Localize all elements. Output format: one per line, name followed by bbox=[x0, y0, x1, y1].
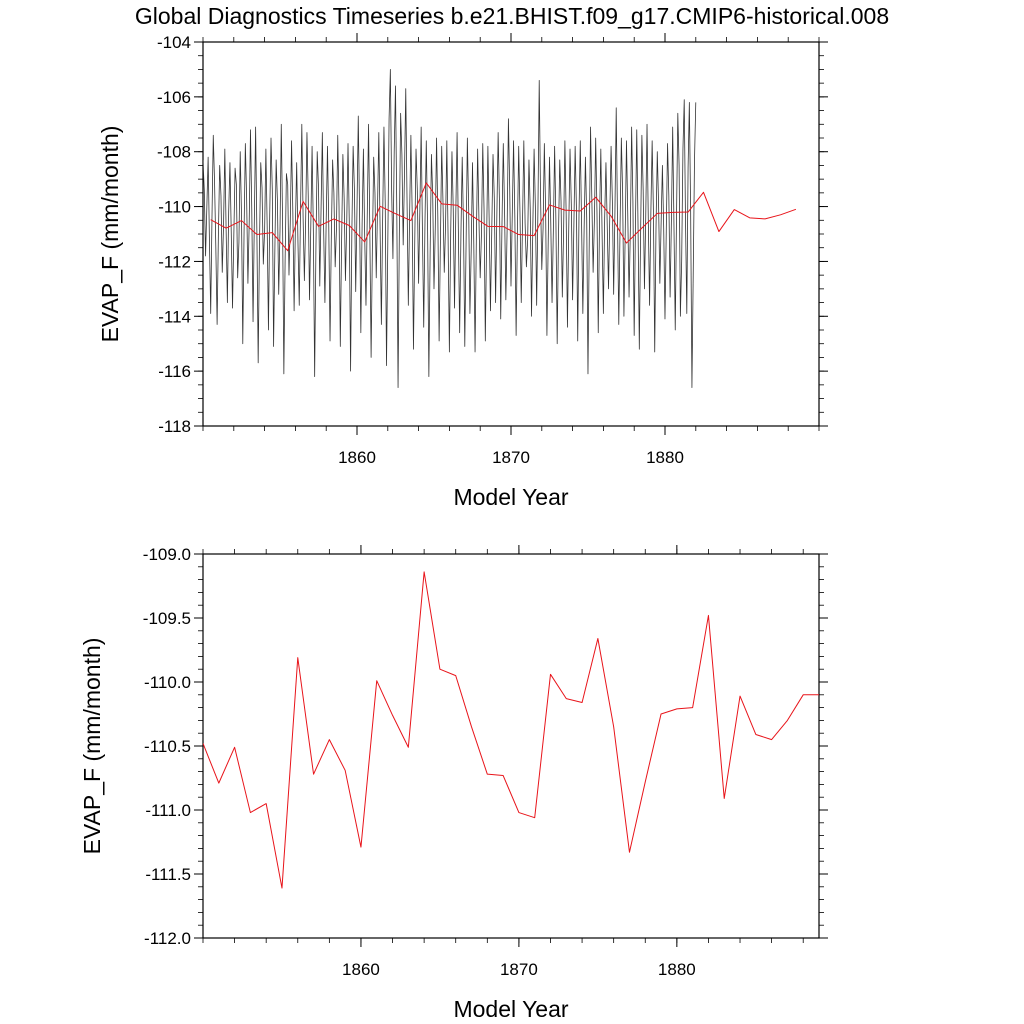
x-tick-label: 1880 bbox=[658, 960, 696, 979]
axis-ticks bbox=[194, 545, 828, 947]
y-tick-label: -110 bbox=[158, 198, 191, 217]
y-tick-label: -111.0 bbox=[145, 801, 191, 820]
series-line-annual bbox=[203, 571, 819, 889]
y-tick-label: -109.0 bbox=[143, 545, 191, 564]
series-line-annual bbox=[210, 182, 797, 252]
plot-frame bbox=[202, 553, 820, 939]
y-tick-label: -110.0 bbox=[144, 673, 191, 692]
y-tick-label: -106 bbox=[157, 88, 191, 107]
y-tick-label: -116 bbox=[158, 362, 191, 381]
y-axis-title: EVAP_F (mm/month) bbox=[79, 638, 105, 855]
x-axis-title: Model Year bbox=[453, 484, 568, 510]
y-tick-label: -104 bbox=[157, 33, 191, 52]
axis-ticks bbox=[194, 33, 828, 435]
y-tick-label: -114 bbox=[158, 307, 191, 326]
x-tick-label: 1870 bbox=[492, 448, 530, 467]
top-chart: -104 -106 -108 -110 -112 -114 -116 -118 1860 1870… bbox=[97, 33, 828, 510]
x-tick-label: 1880 bbox=[646, 448, 684, 467]
series-line-monthly bbox=[203, 69, 697, 389]
bottom-chart: -109.0 -109.5 -110.0 -110.5 -111.0 -111.5 -112… bbox=[79, 545, 828, 1022]
y-tick-label: -111.5 bbox=[145, 865, 191, 884]
y-tick-label: -118 bbox=[158, 417, 191, 436]
x-tick-label: 1870 bbox=[500, 960, 538, 979]
y-tick-label: -109.5 bbox=[143, 609, 191, 628]
y-tick-label: -112.0 bbox=[144, 929, 191, 948]
y-axis-title: EVAP_F (mm/month) bbox=[97, 126, 123, 343]
chart-title: Global Diagnostics Timeseries b.e21.BHIS… bbox=[135, 3, 889, 29]
x-tick-label: 1860 bbox=[342, 960, 380, 979]
x-tick-label: 1860 bbox=[338, 448, 376, 467]
y-tick-label: -108 bbox=[157, 143, 191, 162]
y-tick-label: -112 bbox=[158, 252, 191, 271]
x-axis-title: Model Year bbox=[453, 996, 568, 1022]
y-tick-label: -110.5 bbox=[144, 737, 191, 756]
